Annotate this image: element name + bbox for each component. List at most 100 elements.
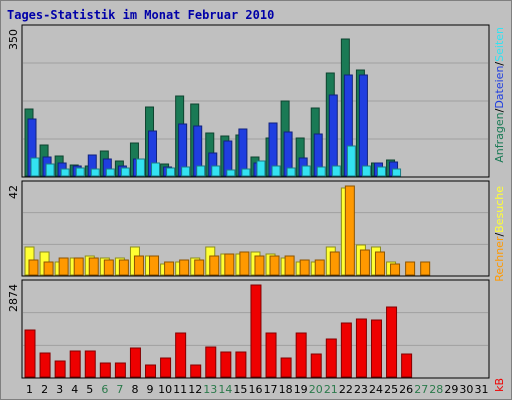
x-tick-label-day-21: 21: [324, 383, 338, 396]
bar-rechner-day-17: [269, 255, 280, 276]
y-max-label-top: 350: [7, 29, 20, 50]
x-tick-label-day-25: 25: [384, 383, 398, 396]
bar-kb-day-9: [145, 364, 157, 378]
bar-kb-day-6: [99, 362, 111, 378]
bar-kb-day-10: [160, 357, 172, 378]
bar-rechner-day-20: [314, 259, 325, 276]
bar-rechner-day-1: [28, 259, 39, 276]
x-tick-label-day-14: 14: [218, 383, 232, 396]
bar-rechner-day-21: [329, 251, 340, 276]
bar-kb-day-22: [340, 322, 352, 378]
bar-rechner-day-13: [209, 255, 220, 276]
bar-kb-day-16: [250, 284, 262, 378]
bar-rechner-day-6: [103, 259, 114, 276]
bar-kb-day-17: [265, 332, 277, 378]
x-tick-label-day-13: 13: [203, 383, 217, 396]
bar-kb-day-25: [386, 306, 398, 378]
bar-kb-day-2: [39, 352, 51, 378]
bar-dateien-day-23: [358, 74, 368, 177]
legend-separator: /: [493, 233, 506, 237]
bar-rechner-day-9: [149, 255, 160, 276]
bar-seiten-day-11: [181, 166, 191, 177]
bar-rechner-day-25: [390, 263, 401, 276]
legend-dateien: Dateien: [493, 66, 506, 109]
bar-seiten-day-19: [301, 165, 311, 177]
x-tick-label-day-19: 19: [294, 383, 308, 396]
x-tick-label-day-5: 5: [86, 383, 93, 396]
bar-rechner-day-2: [43, 261, 54, 276]
bar-kb-day-20: [310, 353, 322, 378]
bar-seiten-day-1: [30, 157, 40, 177]
x-tick-label-day-17: 17: [264, 383, 278, 396]
bar-seiten-day-17: [271, 165, 281, 177]
bar-seiten-day-21: [331, 165, 341, 177]
bar-seiten-day-25: [392, 168, 402, 177]
bar-rechner-day-18: [284, 255, 295, 276]
bar-rechner-day-8: [133, 255, 144, 276]
bar-seiten-day-14: [226, 169, 236, 177]
legend-separator: /: [493, 108, 506, 112]
x-tick-label-day-28: 28: [429, 383, 443, 396]
bar-seiten-day-20: [316, 166, 326, 177]
x-tick-label-day-26: 26: [399, 383, 413, 396]
bar-kb-day-8: [129, 347, 141, 378]
x-tick-label-day-20: 20: [309, 383, 323, 396]
x-tick-label-day-11: 11: [173, 383, 187, 396]
legend-anfragen: Anfragen: [493, 112, 506, 162]
x-tick-label-day-27: 27: [414, 383, 428, 396]
legend-separator: /: [493, 62, 506, 66]
x-tick-label-day-23: 23: [354, 383, 368, 396]
bar-rechner-day-26: [405, 261, 416, 276]
chart-title: Tages-Statistik im Monat Februar 2010: [7, 8, 275, 22]
y-max-label-middle: 42: [7, 185, 20, 199]
bar-seiten-day-7: [120, 167, 130, 177]
bar-rechner-day-5: [88, 257, 99, 276]
bar-kb-day-26: [401, 353, 413, 378]
bar-rechner-day-7: [118, 259, 129, 276]
bar-seiten-day-3: [60, 168, 70, 177]
bar-kb-day-4: [69, 350, 81, 378]
bar-rechner-day-3: [58, 257, 69, 276]
bar-kb-day-14: [220, 351, 232, 378]
bar-seiten-day-12: [196, 165, 206, 177]
legend-group: Rechner/Besuche: [493, 186, 506, 282]
x-tick-label-day-2: 2: [41, 383, 48, 396]
bar-seiten-day-23: [361, 165, 371, 177]
bar-kb-day-3: [54, 360, 66, 378]
bar-rechner-day-24: [374, 251, 385, 276]
bar-seiten-day-22: [346, 145, 356, 177]
x-tick-label-day-30: 30: [459, 383, 473, 396]
bar-dateien-day-21: [328, 94, 338, 177]
bar-rechner-day-27: [420, 261, 431, 276]
x-tick-label-day-24: 24: [369, 383, 383, 396]
x-tick-label-day-9: 9: [147, 383, 154, 396]
bar-rechner-day-11: [179, 259, 190, 276]
bar-kb-day-13: [205, 346, 217, 378]
bar-kb-day-24: [370, 319, 382, 378]
bar-rechner-day-10: [164, 261, 175, 276]
bar-rechner-day-19: [299, 259, 310, 276]
x-tick-label-day-15: 15: [233, 383, 247, 396]
bar-kb-day-21: [325, 338, 337, 378]
legend-rechner: Rechner: [493, 236, 506, 282]
x-tick-label-day-31: 31: [474, 383, 488, 396]
bar-seiten-day-13: [211, 165, 221, 177]
x-tick-label-day-1: 1: [26, 383, 33, 396]
x-tick-label-day-8: 8: [131, 383, 138, 396]
legend-seiten: Seiten: [493, 27, 506, 62]
bar-kb-day-5: [84, 350, 96, 378]
legend-besuche: Besuche: [493, 186, 506, 233]
bar-seiten-day-10: [166, 167, 176, 177]
bar-seiten-day-15: [241, 168, 251, 177]
bar-seiten-day-2: [45, 163, 55, 177]
x-tick-label-day-3: 3: [56, 383, 63, 396]
bar-seiten-day-4: [75, 167, 85, 177]
bar-kb-day-1: [24, 329, 36, 378]
bar-kb-day-12: [190, 364, 202, 378]
bar-seiten-day-18: [286, 167, 296, 177]
y-max-label-bottom: 2874: [7, 284, 20, 312]
x-tick-label-day-29: 29: [444, 383, 458, 396]
x-tick-label-day-10: 10: [158, 383, 172, 396]
bar-kb-day-18: [280, 357, 292, 378]
